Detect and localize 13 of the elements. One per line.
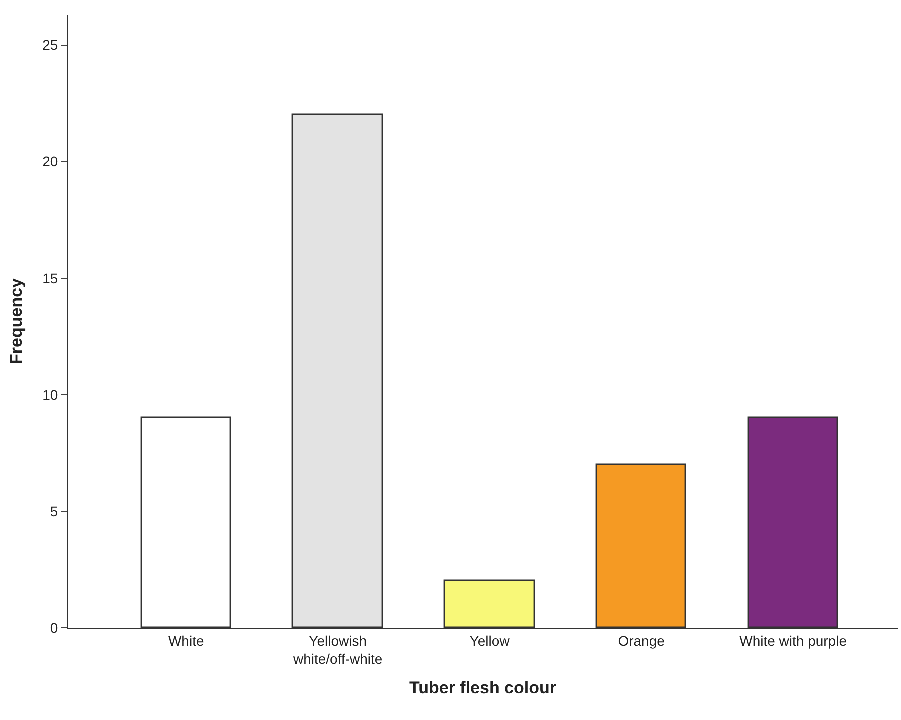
y-tick-label: 10 — [42, 386, 58, 403]
y-tick-label: 20 — [42, 154, 58, 170]
y-tick-label: 0 — [50, 620, 58, 636]
y-axis-title: Frequency — [7, 278, 26, 364]
x-tick-label: Orange — [618, 632, 666, 649]
x-tick-label: White with purple — [740, 632, 848, 649]
x-tick-label: Yellow — [470, 632, 511, 649]
x-axis-title: Tuber flesh colour — [409, 678, 557, 698]
y-tick-label: 25 — [42, 37, 58, 54]
y-tick-label: 15 — [42, 270, 58, 286]
y-tick-label: 5 — [50, 503, 58, 520]
x-tick-label: Yellowish white/off-white — [292, 632, 383, 667]
x-tick-label: White — [168, 632, 204, 649]
